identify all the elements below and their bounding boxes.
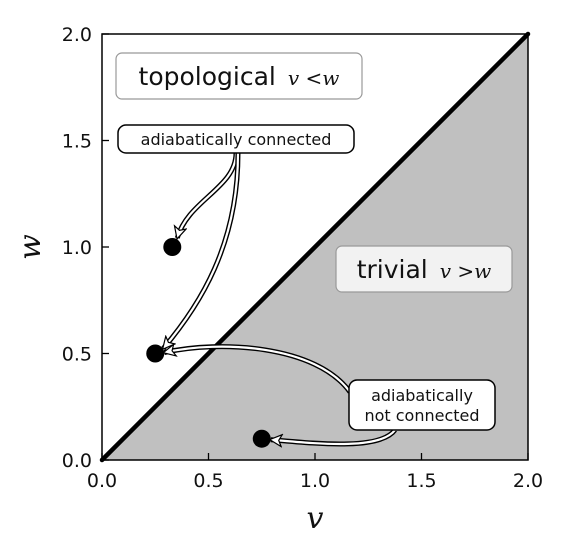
x-tick-label: 0.0: [87, 470, 117, 492]
trivial-label-box: [335, 245, 513, 293]
data-point: [163, 238, 182, 256]
connected-callout-text: adiabatically connected: [141, 130, 332, 149]
x-tick-label: 1.0: [300, 470, 330, 492]
not-connected-callout-line1: adiabatically: [371, 386, 473, 405]
topological-label-word: topological: [139, 62, 276, 91]
phase-boundary-line: [99, 31, 531, 463]
trivial-label-math: v >w: [440, 259, 492, 283]
not-connected-callout-line2: not connected: [364, 406, 479, 425]
x-axis: 0.0 0.5 1.0 1.5 2.0: [87, 453, 543, 492]
connected-callout: adiabatically connected: [117, 124, 355, 154]
annotation-arrow: [163, 152, 240, 349]
not-connected-callout-box: [348, 379, 496, 431]
data-points: [146, 238, 271, 448]
y-axis: 0.0 0.5 1.0 1.5 2.0: [62, 24, 109, 472]
y-axis-label: w: [13, 234, 48, 260]
annotation-arrows: [161, 152, 397, 444]
topological-label-text: topological v <w: [139, 62, 340, 91]
trivial-region-label: trivial v >w: [335, 245, 513, 293]
not-connected-callout: adiabatically not connected: [348, 379, 496, 431]
annotation-arrow: [271, 429, 396, 444]
data-point: [252, 429, 271, 448]
topological-label-box: [115, 52, 363, 100]
y-tick-label: 1.5: [62, 131, 92, 153]
connected-callout-box: [117, 124, 355, 154]
y-tick-label: 0.0: [62, 450, 92, 472]
y-tick-label: 0.5: [62, 344, 92, 366]
x-axis-label: v: [307, 501, 324, 536]
trivial-label-word: trivial: [357, 255, 428, 284]
x-tick-label: 2.0: [513, 470, 543, 492]
annotation-arrow: [177, 152, 238, 238]
annotation-arrow: [164, 347, 351, 393]
y-tick-label: 1.0: [62, 237, 92, 259]
topological-label-math: v <w: [288, 66, 340, 90]
topological-region-label: topological v <w: [115, 52, 363, 100]
trivial-label-text: trivial v >w: [357, 255, 492, 284]
data-point: [146, 344, 165, 363]
y-tick-label: 2.0: [62, 24, 92, 46]
x-tick-label: 0.5: [193, 470, 223, 492]
x-tick-label: 1.5: [406, 470, 436, 492]
